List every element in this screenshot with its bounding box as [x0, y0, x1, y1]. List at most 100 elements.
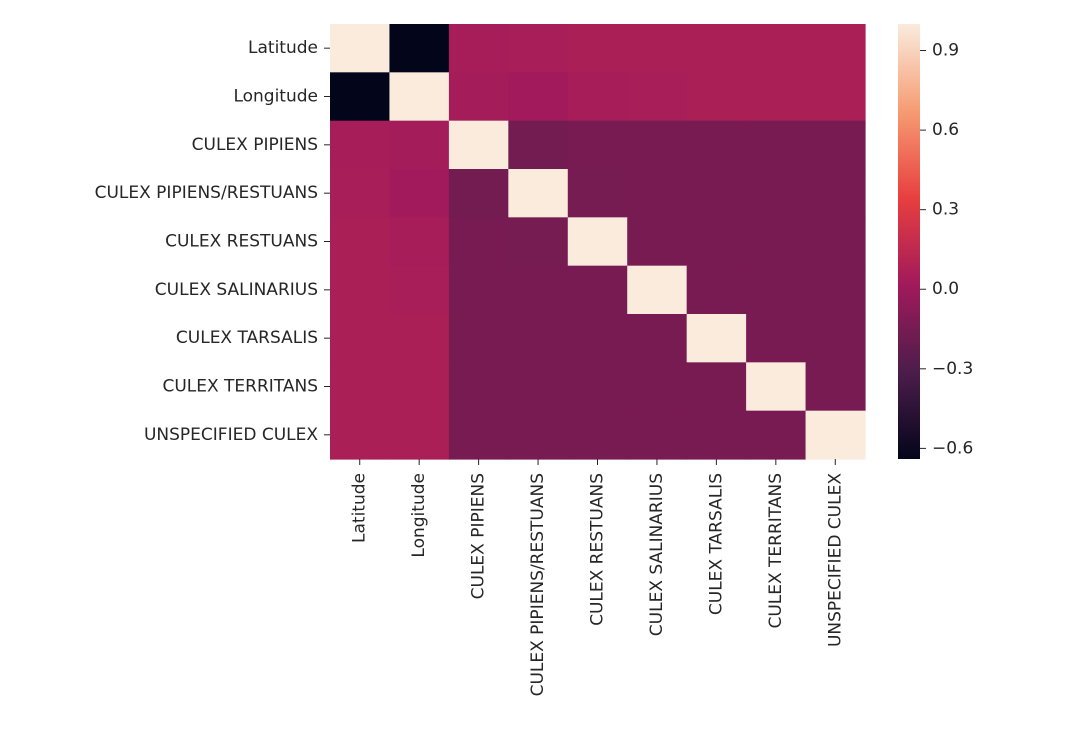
heatmap-cell-culex-pipiens-restuans-x-latitude: [330, 169, 391, 218]
heatmap-cell-latitude-x-culex-restuans: [567, 24, 628, 73]
heatmap-cell-culex-tarsalis-x-unspecified-culex: [805, 314, 866, 363]
row-label-latitude: Latitude: [248, 38, 318, 58]
colorbar-tick-label: 0.6: [932, 120, 959, 140]
heatmap-cell-longitude-x-culex-restuans: [567, 72, 628, 122]
colorbar-tick-label: 0.0: [932, 279, 959, 299]
heatmap-cell-longitude-x-culex-salinarius: [627, 72, 688, 122]
heatmap-cell-culex-pipiens-restuans-x-culex-territans: [746, 169, 807, 218]
heatmap-cell-latitude-x-culex-tarsalis: [686, 24, 747, 73]
heatmap-cell-culex-salinarius-x-culex-pipiens: [448, 265, 509, 315]
heatmap-cell-culex-pipiens-x-latitude: [330, 120, 391, 170]
heatmap-cell-culex-territans-x-culex-salinarius: [627, 362, 688, 412]
row-label-culex-territans: CULEX TERRITANS: [162, 377, 318, 397]
colorbar-tick-label: 0.9: [932, 41, 959, 61]
heatmap-cell-culex-salinarius-x-culex-salinarius: [627, 265, 688, 315]
heatmap-cell-unspecified-culex-x-unspecified-culex: [805, 410, 866, 460]
heatmap-cell-culex-pipiens-restuans-x-culex-restuans: [567, 169, 628, 218]
heatmap-cell-culex-tarsalis-x-latitude: [330, 314, 391, 363]
heatmap-cell-unspecified-culex-x-culex-pipiens-restuans: [508, 410, 569, 460]
row-label-culex-pipiens: CULEX PIPIENS: [192, 135, 318, 155]
heatmap-cell-latitude-x-culex-territans: [746, 24, 807, 73]
heatmap-cell-culex-tarsalis-x-culex-pipiens: [448, 314, 509, 363]
column-labels: Latitude Longitude CULEX PIPIENS CULEX PIPI…: [350, 459, 845, 696]
heatmap-cell-culex-pipiens-x-culex-restuans: [567, 120, 628, 170]
heatmap-cell-unspecified-culex-x-longitude: [389, 410, 450, 460]
heatmap-cell-latitude-x-latitude: [330, 24, 391, 73]
heatmap-cell-culex-pipiens-restuans-x-culex-salinarius: [627, 169, 688, 218]
heatmap-cell-culex-restuans-x-latitude: [330, 217, 391, 267]
column-label-unspecified-culex: UNSPECIFIED CULEX: [825, 473, 845, 647]
heatmap-cell-unspecified-culex-x-culex-salinarius: [627, 410, 688, 460]
heatmap-cell-latitude-x-culex-pipiens-restuans: [508, 24, 569, 73]
heatmap-cell-latitude-x-culex-salinarius: [627, 24, 688, 73]
heatmap-cell-longitude-x-latitude: [330, 72, 391, 122]
heatmap-cell-culex-territans-x-longitude: [389, 362, 450, 412]
heatmap-cell-culex-pipiens-x-culex-territans: [746, 120, 807, 170]
column-label-culex-pipiens-restuans: CULEX PIPIENS/RESTUANS: [528, 473, 548, 696]
heatmap-cell-culex-restuans-x-culex-pipiens-restuans: [508, 217, 569, 267]
row-label-unspecified-culex: UNSPECIFIED CULEX: [144, 425, 318, 445]
heatmap-cell-culex-restuans-x-culex-salinarius: [627, 217, 688, 267]
heatmap-cell-culex-restuans-x-longitude: [389, 217, 450, 267]
heatmap-cell-culex-territans-x-culex-pipiens-restuans: [508, 362, 569, 412]
row-labels: Latitude Longitude CULEX PIPIENS CULEX PIPI…: [95, 38, 330, 445]
heatmap-cell-culex-tarsalis-x-culex-salinarius: [627, 314, 688, 363]
colorbar-tick-label: −0.3: [932, 359, 973, 379]
column-label-culex-tarsalis: CULEX TARSALIS: [706, 473, 726, 615]
heatmap-cell-culex-restuans-x-culex-territans: [746, 217, 807, 267]
heatmap-cell-culex-territans-x-culex-pipiens: [448, 362, 509, 412]
heatmap-cell-culex-territans-x-culex-restuans: [567, 362, 628, 412]
heatmap-cell-culex-pipiens-x-culex-salinarius: [627, 120, 688, 170]
column-label-latitude: Latitude: [350, 473, 370, 543]
column-label-culex-restuans: CULEX RESTUANS: [588, 473, 608, 626]
heatmap-cell-longitude-x-longitude: [389, 72, 450, 122]
heatmap-cells: [330, 24, 866, 460]
column-label-culex-pipiens: CULEX PIPIENS: [469, 473, 489, 599]
heatmap-cell-unspecified-culex-x-culex-pipiens: [448, 410, 509, 460]
heatmap-cell-longitude-x-unspecified-culex: [805, 72, 866, 122]
heatmap-cell-culex-restuans-x-culex-tarsalis: [686, 217, 747, 267]
row-label-culex-restuans: CULEX RESTUANS: [165, 232, 318, 252]
heatmap-cell-longitude-x-culex-tarsalis: [686, 72, 747, 122]
heatmap-cell-culex-territans-x-latitude: [330, 362, 391, 412]
row-label-culex-salinarius: CULEX SALINARIUS: [155, 280, 318, 300]
heatmap-cell-unspecified-culex-x-culex-restuans: [567, 410, 628, 460]
heatmap-cell-longitude-x-culex-pipiens: [448, 72, 509, 122]
column-label-longitude: Longitude: [409, 473, 429, 558]
colorbar-gradient: [898, 24, 920, 459]
heatmap-cell-latitude-x-unspecified-culex: [805, 24, 866, 73]
column-label-culex-salinarius: CULEX SALINARIUS: [647, 473, 667, 636]
heatmap-cell-culex-pipiens-restuans-x-culex-pipiens: [448, 169, 509, 218]
row-label-culex-pipiens-restuans: CULEX PIPIENS/RESTUANS: [95, 183, 318, 203]
heatmap-cell-culex-pipiens-x-unspecified-culex: [805, 120, 866, 170]
heatmap-cell-longitude-x-culex-territans: [746, 72, 807, 122]
heatmap-cell-culex-pipiens-x-culex-pipiens: [448, 120, 509, 170]
heatmap-cell-culex-pipiens-restuans-x-longitude: [389, 169, 450, 218]
heatmap-cell-culex-salinarius-x-culex-pipiens-restuans: [508, 265, 569, 315]
heatmap-cell-culex-salinarius-x-culex-territans: [746, 265, 807, 315]
heatmap-cell-culex-restuans-x-culex-restuans: [567, 217, 628, 267]
heatmap-cell-latitude-x-longitude: [389, 24, 450, 73]
heatmap-cell-culex-pipiens-restuans-x-culex-pipiens-restuans: [508, 169, 569, 218]
heatmap-cell-culex-salinarius-x-longitude: [389, 265, 450, 315]
heatmap-cell-culex-tarsalis-x-culex-restuans: [567, 314, 628, 363]
heatmap-cell-culex-tarsalis-x-culex-tarsalis: [686, 314, 747, 363]
heatmap-cell-culex-restuans-x-culex-pipiens: [448, 217, 509, 267]
heatmap-cell-culex-territans-x-culex-territans: [746, 362, 807, 412]
heatmap-cell-culex-territans-x-culex-tarsalis: [686, 362, 747, 412]
heatmap-cell-unspecified-culex-x-latitude: [330, 410, 391, 460]
heatmap-cell-culex-salinarius-x-unspecified-culex: [805, 265, 866, 315]
colorbar-tick-label: −0.6: [932, 438, 973, 458]
heatmap-cell-unspecified-culex-x-culex-tarsalis: [686, 410, 747, 460]
colorbar: 0.9 0.6 0.3 0.0 −0.3 −0.6: [898, 24, 973, 459]
heatmap-cell-culex-tarsalis-x-culex-pipiens-restuans: [508, 314, 569, 363]
heatmap-cell-culex-salinarius-x-latitude: [330, 265, 391, 315]
heatmap-cell-culex-pipiens-x-longitude: [389, 120, 450, 170]
column-label-culex-territans: CULEX TERRITANS: [766, 473, 786, 629]
heatmap-cell-culex-restuans-x-unspecified-culex: [805, 217, 866, 267]
row-label-longitude: Longitude: [233, 87, 318, 107]
heatmap-cell-culex-territans-x-unspecified-culex: [805, 362, 866, 412]
heatmap-cell-culex-tarsalis-x-longitude: [389, 314, 450, 363]
